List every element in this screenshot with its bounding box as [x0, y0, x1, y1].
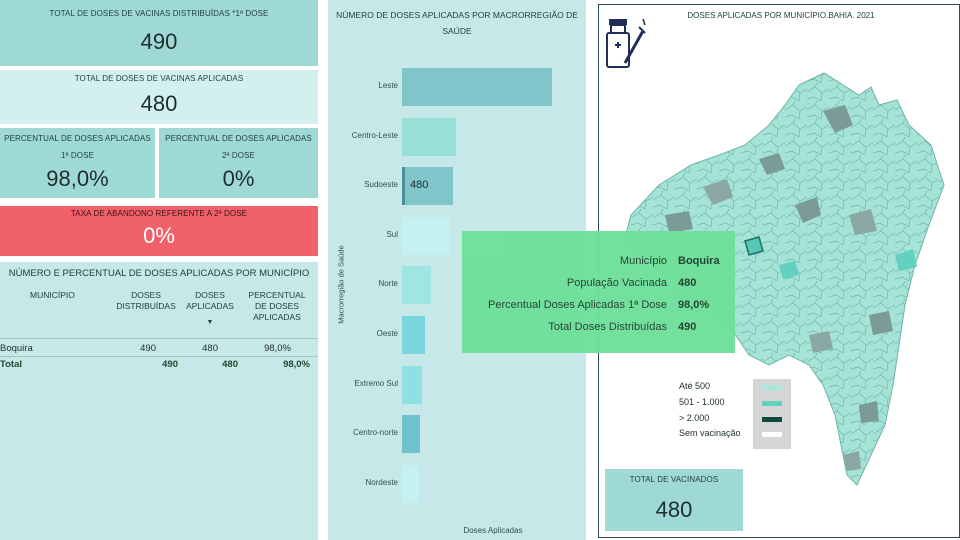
col-header-label: DISTRIBUÍDAS — [116, 301, 176, 311]
kpi-taxa-abandono[interactable]: TAXA DE ABANDONO REFERENTE A 2ª DOSE 0% — [0, 206, 318, 256]
kpi-label: TOTAL DE VACINADOS — [629, 475, 719, 484]
kpi-sublabel: 1ª DOSE — [60, 151, 94, 160]
tooltip-value: 490 — [678, 321, 697, 333]
table-title: NÚMERO E PERCENTUAL DE DOSES APLICADAS P… — [8, 268, 310, 279]
bar-category-label: Extremo Sul — [354, 378, 398, 388]
bahia-map[interactable] — [609, 65, 949, 495]
municipio-table: NÚMERO E PERCENTUAL DE DOSES APLICADAS P… — [0, 262, 318, 540]
bar-category-label: Sudoeste — [364, 180, 398, 190]
cell-aplicadas: 480 — [222, 359, 238, 370]
cell-aplicadas: 480 — [202, 343, 218, 354]
kpi-sublabel: 2ª DOSE — [221, 151, 255, 160]
kpi-label: PERCENTUAL DE DOSES APLICADAS — [165, 134, 312, 143]
kpi-total-vacinados[interactable]: TOTAL DE VACINADOS 480 — [605, 469, 743, 531]
legend-swatch — [762, 401, 782, 406]
table-divider — [0, 338, 318, 339]
bar-data-label: 480 — [410, 179, 429, 192]
tooltip-value: Boquira — [678, 255, 720, 267]
tooltip-value: 98,0% — [678, 299, 710, 311]
bar-category-label: Sul — [386, 229, 398, 239]
kpi-value: 480 — [655, 497, 693, 522]
col-header-aplicadas[interactable]: DOSES APLICADAS ▼ — [182, 290, 238, 328]
map-panel: DOSES APLICADAS POR MUNICÍPIO.BAHIA. 202… — [462, 4, 960, 538]
kpi-value: 480 — [140, 91, 178, 116]
bar-category-label: Leste — [378, 81, 398, 90]
col-header-label: DOSES — [131, 290, 161, 300]
bar-category-label: Centro-Leste — [351, 130, 398, 140]
table-total-row: Total 490 480 98,0% — [0, 356, 318, 372]
bar-sul[interactable] — [402, 216, 450, 255]
state-outline — [622, 72, 945, 486]
bar-category-label: Norte — [378, 279, 398, 289]
legend-swatch — [762, 432, 782, 437]
col-header-distribuidas[interactable]: DOSES DISTRIBUÍDAS — [114, 290, 178, 312]
kpi-value: 0% — [222, 166, 255, 191]
col-header-label: PERCENTUAL — [248, 290, 306, 300]
bar-plot-area: Leste Centro-Leste Sudoeste 480 Sul Norte Oest… — [328, 0, 586, 540]
legend-label: 501 - 1.000 — [679, 397, 725, 407]
bar-centro-norte[interactable] — [402, 415, 421, 454]
kpi-label: TAXA DE ABANDONO REFERENTE A 2ª DOSE — [70, 209, 248, 218]
tooltip-key: População Vacinada — [566, 277, 667, 289]
col-header-municipio[interactable]: MUNICÍPIO — [30, 290, 75, 301]
bar-extremo-sul[interactable] — [402, 365, 423, 404]
map-region-boquira — [744, 236, 764, 256]
kpi-label: PERCENTUAL DE DOSES APLICADAS — [4, 134, 151, 143]
tooltip-value: 480 — [678, 277, 697, 289]
kpi-percentual-2-dose[interactable]: PERCENTUAL DE DOSES APLICADAS 2ª DOSE 0% — [159, 128, 318, 198]
x-axis-label: Doses Aplicadas — [463, 526, 523, 535]
bar-centro-leste[interactable] — [402, 117, 456, 156]
vaccine-icon — [603, 13, 647, 71]
kpi-percentual-1-dose[interactable]: PERCENTUAL DE DOSES APLICADAS 1ª DOSE 98… — [0, 128, 155, 198]
col-header-label: APLICADAS — [253, 312, 301, 322]
legend-swatch-box — [753, 379, 791, 449]
col-header-label: APLICADAS — [186, 301, 234, 311]
kpi-value: 490 — [140, 29, 178, 54]
map-tooltip: Município Boquira População Vacinada 480… — [462, 231, 735, 353]
table-row[interactable]: Boquira 490 480 98,0% — [0, 342, 318, 356]
tooltip-key: Total Doses Distribuídas — [548, 321, 667, 333]
bar-category-label: Centro-norte — [353, 428, 398, 438]
kpi-label: TOTAL DE DOSES DE VACINAS APLICADAS — [74, 74, 244, 83]
bar-category-label: Nordeste — [365, 477, 398, 487]
bar-norte[interactable] — [402, 266, 431, 305]
bar-leste[interactable] — [402, 68, 552, 106]
kpi-value: 98,0% — [46, 166, 109, 191]
chart-title-line2: SAÚDE — [442, 26, 472, 36]
cell-municipio: Total — [0, 359, 22, 370]
kpi-label: TOTAL DE DOSES DE VACINAS DISTRIBUÍDAS *… — [49, 9, 269, 18]
cell-percentual: 98,0% — [264, 343, 291, 354]
bar-sudoeste[interactable] — [402, 167, 454, 206]
bar-category-label: Oeste — [376, 329, 398, 338]
bar-nordeste[interactable] — [402, 464, 420, 503]
chart-title: NÚMERO DE DOSES APLICADAS POR MACRORREGI… — [336, 10, 578, 20]
col-header-percentual[interactable]: PERCENTUAL DE DOSES APLICADAS — [244, 290, 310, 323]
legend-swatch — [762, 385, 782, 390]
map-title: DOSES APLICADAS POR MUNICÍPIO.BAHIA. 202… — [687, 11, 875, 20]
legend-label: > 2.000 — [679, 413, 710, 423]
col-header-label: DOSES — [195, 290, 225, 300]
legend-label: Sem vacinação — [679, 428, 741, 438]
tooltip-key: Percentual Doses Aplicadas 1ª Dose — [488, 299, 667, 311]
cell-percentual: 98,0% — [283, 359, 310, 370]
col-header-label: DE DOSES — [255, 301, 299, 311]
legend-label: Até 500 — [679, 381, 711, 391]
cell-distribuidas: 490 — [140, 343, 156, 354]
cell-distribuidas: 490 — [162, 359, 178, 370]
cell-municipio: Boquira — [0, 343, 33, 354]
col-header-label: MUNICÍPIO — [30, 290, 75, 300]
kpi-doses-distribuidas[interactable]: TOTAL DE DOSES DE VACINAS DISTRIBUÍDAS *… — [0, 0, 318, 66]
sort-desc-icon[interactable]: ▼ — [206, 319, 214, 326]
tooltip-key: Município — [619, 255, 667, 267]
map-legend: Até 500 501 - 1.000 > 2.000 Sem vacinaçã… — [679, 379, 799, 451]
bar-oeste[interactable] — [402, 316, 425, 354]
kpi-value: 0% — [143, 223, 175, 248]
legend-swatch — [762, 417, 782, 422]
kpi-doses-aplicadas[interactable]: TOTAL DE DOSES DE VACINAS APLICADAS 480 — [0, 70, 318, 124]
